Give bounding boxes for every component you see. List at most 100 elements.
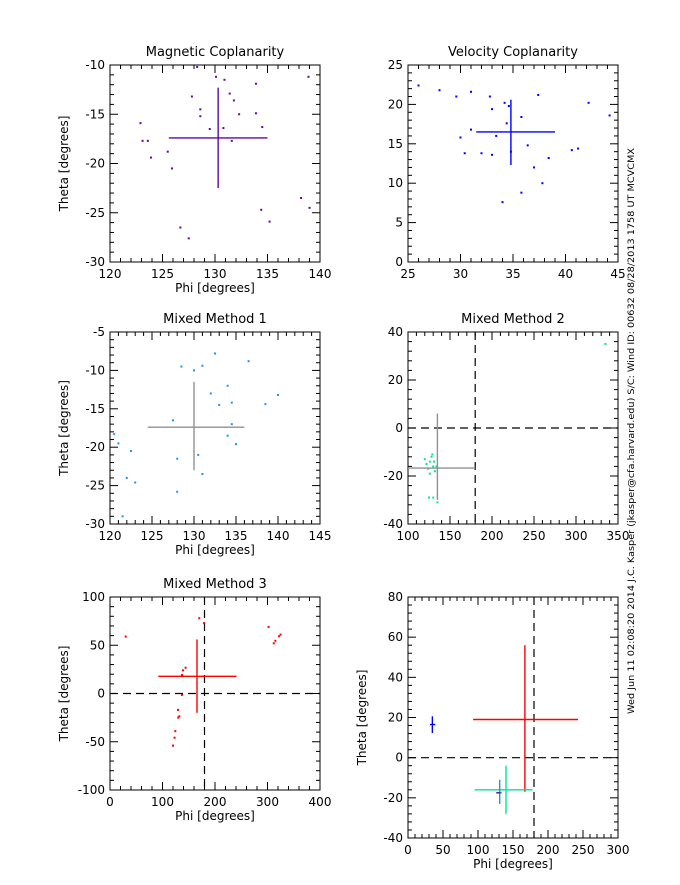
data-point [214,352,216,355]
plot-frame [407,596,619,839]
y-tick-label: 20 [388,373,403,387]
data-point [198,617,201,620]
y-tick-label: -20 [85,440,105,454]
data-point [279,633,282,636]
y-tick-label: -40 [383,517,403,531]
x-tick-label: 250 [572,843,595,857]
x-tick-label: 300 [565,529,588,543]
data-point [174,730,177,733]
x-tick-label: 125 [141,529,164,543]
data-point [199,108,202,111]
x-tick-label: 45 [610,267,625,281]
panel-6: 0 50 100 150 200 250 300 -40 -20 0 20 40 60 80 Phi [de… [355,590,629,871]
data-point [141,139,144,142]
data-point [268,220,271,223]
x-axis-label: Phi [degrees] [175,281,255,295]
data-point [587,101,590,104]
x-tick-label: 200 [204,795,227,809]
data-point [134,481,137,484]
data-point [520,191,523,194]
data-point [139,122,142,125]
data-point [117,442,120,445]
data-point [428,496,430,499]
data-point [230,401,233,404]
y-tick-label: -25 [85,479,105,493]
data-point [226,434,229,437]
x-tick-label: 35 [505,267,520,281]
data-point [260,208,263,211]
data-point [537,93,540,96]
data-point [520,116,523,119]
data-point [505,122,508,125]
data-point [247,360,250,363]
data-point [577,147,580,150]
x-tick-label: 120 [99,529,122,543]
x-tick-label: 140 [309,267,332,281]
data-point [201,473,204,476]
y-tick-label: -15 [85,402,105,416]
y-tick-label: -30 [85,517,105,531]
data-point [177,716,180,719]
x-tick-label: 120 [99,267,122,281]
data-point [491,108,493,111]
data-point [124,635,127,638]
panel-5: 0 100 200 300 400 -100 -50 0 50 100 Mixed Method 3… [57,577,331,823]
data-point [433,460,436,463]
panel-title: Magnetic Coplanarity [146,45,285,60]
y-tick-label: -25 [85,206,105,220]
data-point [430,455,433,458]
data-point [193,369,195,372]
data-point [501,201,504,204]
data-point [181,669,184,672]
data-point [261,126,264,129]
data-point [230,423,233,426]
data-point [278,635,281,638]
data-point [238,113,241,116]
data-point [308,206,311,209]
y-tick-label: -20 [85,157,105,171]
data-point [455,95,458,98]
x-tick-label: 200 [537,843,560,857]
data-point [526,144,529,147]
data-point [176,708,179,711]
y-axis-label: Theta [degrees] [57,380,71,477]
data-point [230,139,233,142]
panel-3: 120 125 130 135 140 145 -30 -25 -20 -15 -10 -5 Mixed… [57,312,331,557]
x-tick-label: 100 [467,843,490,857]
x-tick-label: 300 [607,843,630,857]
plot-frame [407,64,619,263]
x-tick-label: 130 [183,529,206,543]
y-tick-label: 15 [388,137,403,151]
y-tick-label: 50 [90,638,105,652]
data-point [438,89,441,92]
data-point [604,343,607,345]
y-tick-label: 80 [388,590,403,604]
data-point [428,472,431,475]
data-point [226,384,229,387]
data-point [180,365,183,368]
y-tick-label: 10 [388,176,403,190]
data-point [149,156,152,159]
x-axis-label: Phi [degrees] [175,543,255,557]
data-point [215,75,218,78]
data-point [417,84,420,87]
data-point [218,403,221,406]
x-tick-label: 200 [481,529,504,543]
x-tick-label: 25 [400,267,415,281]
data-point [180,673,183,676]
panel-4: 100 150 200 250 300 350 -40 -20 0 20 40 Mixed Metho… [383,312,629,543]
data-point [277,393,279,396]
data-point [503,101,506,104]
x-axis-label: Phi [degrees] [175,809,255,823]
y-tick-label: 0 [395,255,403,269]
y-tick-label: 20 [388,711,403,725]
x-tick-label: 350 [607,529,630,543]
data-point [427,467,430,470]
data-point [125,476,128,479]
x-tick-label: 100 [397,529,420,543]
data-point [470,128,472,131]
data-point [431,453,434,456]
data-point [113,433,116,436]
data-point [459,136,462,139]
